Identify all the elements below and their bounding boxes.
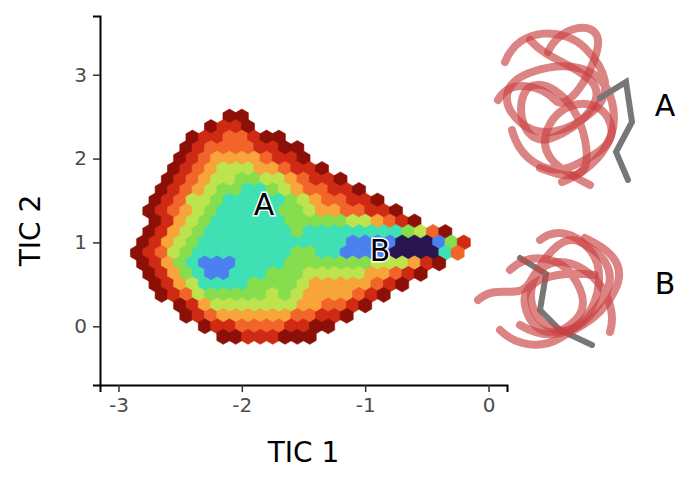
tick-mark [93,242,100,244]
hex-cell [254,329,267,344]
structure-tube [521,40,596,176]
annotation: B [370,233,391,268]
tick: -3 [109,385,129,417]
hex-cell [291,329,304,344]
structure-label: A [655,88,676,123]
tick: 1 [74,230,100,254]
hex-cell [414,266,427,281]
tick-mark [488,385,490,392]
tick: -2 [232,385,252,417]
tick-label: -2 [232,393,252,417]
tick: 2 [74,146,100,170]
hex-cell [451,245,464,260]
tick: 3 [74,63,100,87]
hex-cell [266,329,279,344]
hex-cell [278,329,291,344]
y-axis-title: TIC 2 [14,195,47,268]
x-axis: -3 -2 -1 0 [101,385,508,417]
tick-label: 2 [74,146,87,170]
tick-label: -1 [356,393,376,417]
hex-cell [198,319,211,334]
axis-line [101,386,508,393]
structures [478,28,632,345]
tick-label: 1 [74,230,87,254]
structure-tube [520,233,599,334]
hex-cell [241,329,254,344]
tick-mark [242,385,244,392]
hex-cell [303,329,316,344]
x-axis-title: TIC 1 [267,436,340,469]
tick: 0 [483,385,496,417]
chart: -3 -2 -1 0 0 1 2 3 TIC 1 TIC 2 A B A B [0,0,681,479]
tick: 0 [74,314,100,338]
tick: -1 [356,385,376,417]
hex-cell [377,287,390,302]
structure-strand [600,82,632,180]
hex-cell [396,277,409,292]
tick-label: 0 [74,314,87,338]
hex-cell [217,329,230,344]
hex-cell [340,308,353,323]
hex-cell [433,256,446,271]
hex-cell [180,308,193,323]
structure-tube [498,28,598,103]
tick-mark [93,158,100,160]
tick-label: -3 [109,393,129,417]
axis-line [93,17,101,386]
tick-mark [93,326,100,328]
tick-mark [118,385,120,392]
structure-label: B [655,266,676,301]
annotation: A [254,187,275,222]
tick-label: 0 [483,393,496,417]
tick-label: 3 [74,63,87,87]
hex-cell [359,298,372,313]
hex-cell [322,319,335,334]
y-axis: 0 1 2 3 [74,17,100,386]
tick-mark [93,74,100,76]
hex-cell [155,287,168,302]
hex-cells [130,109,470,344]
hex-cell [229,329,242,344]
tick-mark [365,385,367,392]
